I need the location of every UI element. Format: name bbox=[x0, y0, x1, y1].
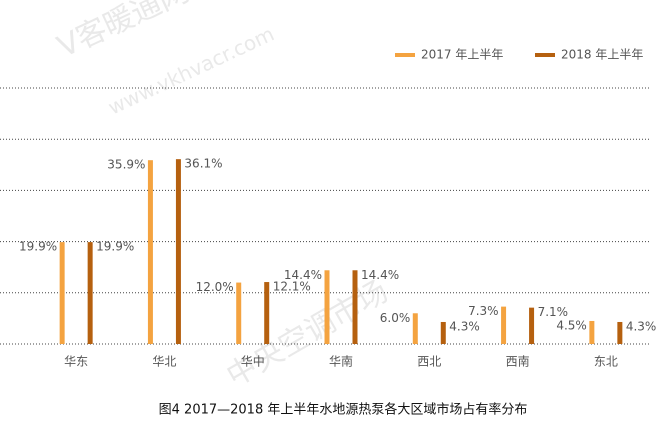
bar bbox=[617, 321, 623, 344]
data-label: 14.4% bbox=[284, 268, 322, 282]
x-tick-label: 东北 bbox=[594, 355, 618, 369]
legend-label: 2018 年上半年 bbox=[561, 48, 643, 62]
x-tick-label: 西南 bbox=[506, 354, 530, 369]
bar bbox=[59, 242, 65, 344]
data-label: 12.0% bbox=[196, 280, 234, 294]
data-label: 35.9% bbox=[107, 158, 145, 172]
chart-title: 图4 2017—2018 年上半年水地源热泵各大区域市场占有率分布 bbox=[159, 402, 528, 418]
data-label: 7.1% bbox=[538, 305, 569, 319]
bar bbox=[440, 321, 446, 344]
data-label: 6.0% bbox=[380, 311, 411, 325]
bar bbox=[501, 306, 507, 344]
bar bbox=[175, 159, 181, 344]
data-label: 4.5% bbox=[556, 318, 587, 332]
x-tick-label: 华东 bbox=[64, 355, 88, 369]
bar bbox=[589, 320, 595, 344]
data-label: 36.1% bbox=[184, 157, 222, 171]
x-tick-label: 华中 bbox=[241, 354, 265, 369]
bar bbox=[352, 270, 358, 344]
data-label: 12.1% bbox=[273, 280, 311, 294]
x-tick-label: 华南 bbox=[329, 354, 353, 369]
watermark: V客暖通网 bbox=[52, 0, 194, 65]
data-label: 14.4% bbox=[361, 268, 399, 282]
bar bbox=[236, 282, 242, 344]
data-label: 4.3% bbox=[449, 319, 480, 333]
watermark: www.vkhvacr.com bbox=[104, 22, 277, 120]
data-label: 7.3% bbox=[468, 304, 499, 318]
bar bbox=[412, 313, 418, 344]
data-label: 4.3% bbox=[626, 319, 657, 333]
bar bbox=[324, 270, 330, 344]
x-tick-label: 华北 bbox=[152, 355, 176, 369]
bar bbox=[147, 160, 153, 344]
legend-label: 2017 年上半年 bbox=[421, 48, 503, 62]
bar bbox=[87, 242, 93, 344]
data-label: 19.9% bbox=[19, 240, 57, 254]
bar bbox=[529, 307, 535, 344]
bar bbox=[264, 282, 270, 344]
x-tick-label: 西北 bbox=[417, 355, 441, 369]
data-label: 19.9% bbox=[96, 240, 134, 254]
